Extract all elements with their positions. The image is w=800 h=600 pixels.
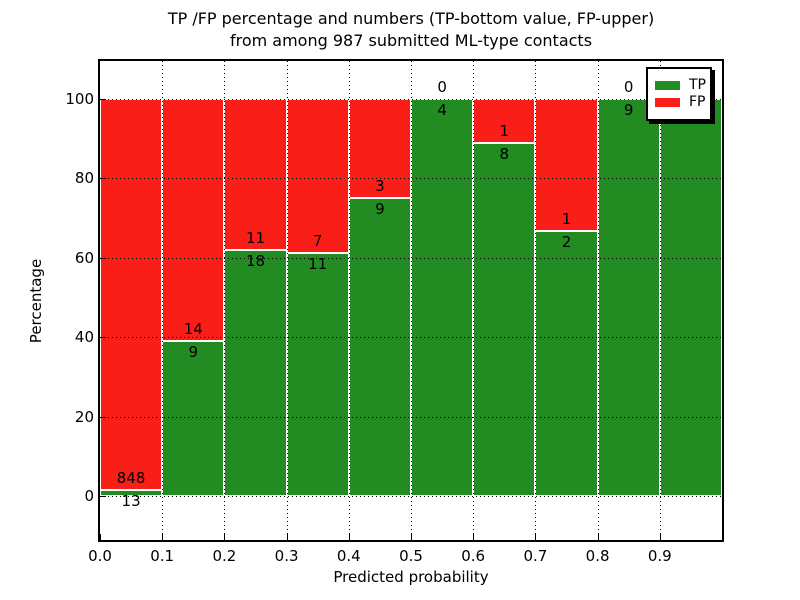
legend: TP FP	[646, 67, 712, 121]
fp-count-label-4: 3	[375, 177, 385, 196]
legend-entry-tp: TP	[655, 77, 706, 93]
chart-title-line2: from among 987 submitted ML-type contact…	[229, 31, 593, 50]
tp-count-label-8: 9	[623, 101, 634, 119]
y-gridline-100	[100, 99, 722, 100]
legend-entry-fp: FP	[655, 94, 706, 110]
fp-count-label-8: 0	[623, 78, 634, 96]
x-tick-label-0.3: 0.3	[274, 547, 299, 565]
tp-count-label-5: 4	[437, 101, 447, 119]
y-gridline-20	[100, 416, 722, 418]
x-tick-label-0.8: 0.8	[585, 547, 610, 565]
x-gridline-0.3	[286, 61, 288, 540]
fp-swatch-icon	[655, 97, 680, 107]
y-tick-0	[100, 496, 106, 497]
plot-area: 8481314911187113904181209019	[98, 59, 724, 542]
bar-segment-tp-8	[597, 99, 660, 496]
fp-count-label-1: 14	[183, 319, 203, 338]
y-gridline-40	[100, 337, 722, 339]
x-axis-label: Predicted probability	[333, 568, 489, 586]
y-tick-100	[100, 99, 106, 100]
x-tick-label-0.0: 0.0	[88, 547, 112, 565]
bar-segment-tp-7	[535, 231, 598, 496]
tp-swatch-icon	[655, 80, 680, 90]
y-gridline-80	[100, 178, 722, 180]
tp-count-label-1: 9	[188, 342, 199, 361]
x-tick-label-0.9: 0.9	[647, 547, 672, 565]
x-gridline-0.7	[535, 61, 537, 540]
x-gridline-0.5	[411, 61, 412, 540]
x-tick-label-0.7: 0.7	[523, 547, 548, 565]
x-tick-0.6	[473, 534, 475, 540]
y-gridline-0	[100, 496, 722, 497]
fp-count-label-0: 848	[116, 469, 146, 487]
bar-segment-tp-5	[411, 99, 474, 496]
bar-segment-tp-1	[162, 340, 225, 496]
chart-title-line1: TP /FP percentage and numbers (TP-bottom…	[167, 9, 655, 28]
y-tick-60	[100, 257, 106, 259]
y-tick-label-20: 20	[74, 407, 94, 426]
x-tick-0.0	[100, 534, 101, 540]
y-tick-20	[100, 416, 106, 418]
tp-count-label-3: 11	[308, 255, 328, 274]
legend-label-fp: FP	[689, 94, 706, 110]
bar-segment-tp-0	[100, 490, 163, 496]
x-tick-label-0.2: 0.2	[212, 547, 237, 565]
tp-count-label-0: 13	[121, 492, 141, 510]
tp-count-label-7: 2	[561, 233, 572, 252]
x-tick-0.7	[535, 534, 537, 540]
x-gridline-0.2	[224, 61, 226, 540]
bar-segment-tp-2	[224, 249, 287, 496]
x-tick-label-0.4: 0.4	[336, 547, 361, 565]
y-tick-label-80: 80	[74, 169, 94, 188]
bar-segment-fp-2	[224, 99, 287, 250]
x-gridline-0.4	[348, 61, 350, 540]
x-tick-0.5	[411, 534, 412, 540]
fp-count-label-3: 7	[312, 232, 323, 251]
y-tick-label-40: 40	[74, 328, 94, 347]
y-tick-label-100: 100	[65, 90, 94, 108]
x-tick-label-0.5: 0.5	[399, 547, 423, 565]
x-tick-0.1	[162, 534, 164, 540]
x-gridline-0.1	[162, 61, 164, 540]
chart-title: TP /FP percentage and numbers (TP-bottom…	[100, 8, 722, 52]
y-tick-label-0: 0	[84, 487, 94, 505]
y-tick-label-60: 60	[74, 248, 94, 267]
legend-label-tp: TP	[689, 77, 706, 93]
x-tick-0.2	[224, 534, 226, 540]
fp-count-label-6: 1	[499, 122, 510, 141]
tp-count-label-2: 18	[245, 251, 266, 270]
x-tick-0.3	[286, 534, 288, 540]
fp-count-label-7: 1	[561, 210, 572, 229]
bar-segment-fp-1	[162, 99, 225, 341]
bar-segment-tp-3	[286, 253, 349, 496]
x-gridline-0.8	[597, 61, 599, 540]
y-axis-label: Percentage	[27, 258, 46, 343]
x-tick-0.4	[348, 534, 350, 540]
y-tick-80	[100, 178, 106, 180]
x-gridline-0.9	[659, 61, 661, 540]
fp-count-label-2: 11	[245, 228, 266, 247]
fp-count-label-5: 0	[437, 78, 447, 96]
x-tick-label-0.6: 0.6	[461, 547, 486, 565]
tp-count-label-6: 8	[499, 145, 510, 164]
bar-segment-fp-3	[286, 99, 349, 254]
bar-segment-tp-6	[473, 143, 536, 496]
x-tick-0.8	[597, 534, 599, 540]
bar-segment-tp-9	[659, 99, 722, 496]
x-tick-0.9	[659, 534, 661, 540]
y-gridline-60	[100, 257, 722, 259]
bar-segment-tp-4	[348, 198, 411, 496]
bar-segment-fp-4	[348, 99, 411, 199]
tp-count-label-4: 9	[375, 200, 385, 219]
x-tick-label-0.1: 0.1	[150, 547, 175, 565]
x-gridline-0.6	[473, 61, 475, 540]
y-tick-40	[100, 337, 106, 339]
bar-segment-fp-0	[100, 99, 163, 490]
